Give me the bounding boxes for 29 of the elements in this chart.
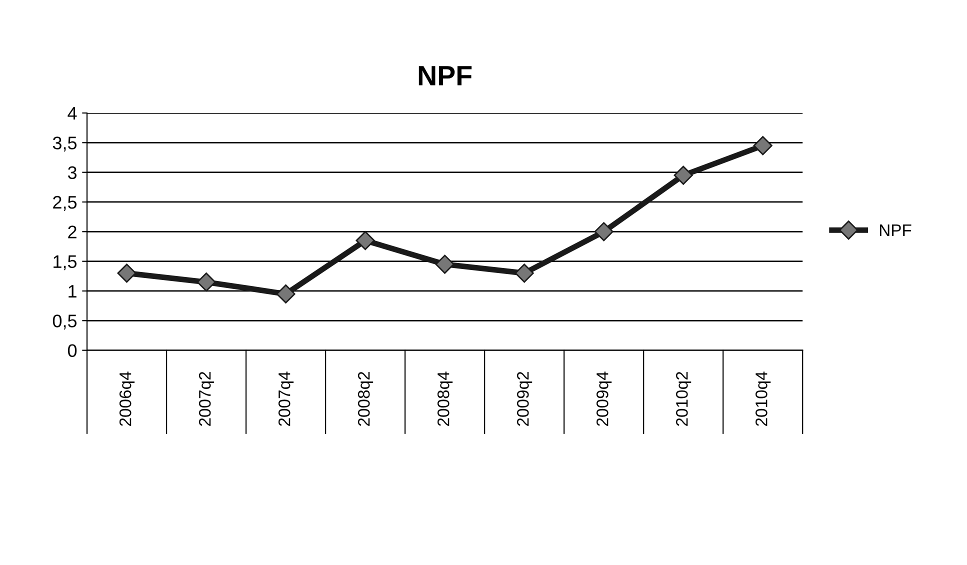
point (514, 264, 534, 283)
y-tick-label: 2,5 (53, 196, 77, 211)
x-tick-label: 2009q4 (596, 372, 612, 426)
x-tick-label: 2010q2 (676, 372, 692, 426)
legend-label: NPF (880, 224, 912, 236)
chart-title: NPF (418, 66, 472, 86)
y-tick-label: 1,5 (54, 255, 77, 270)
y-tick-label: 3,5 (52, 136, 77, 152)
point (753, 136, 772, 156)
x-tick-label: 2007q4 (278, 372, 294, 426)
y-tick-label: 1 (68, 285, 76, 298)
y-tick-label: 0 (68, 344, 77, 358)
x-tick-label: 2008q2 (358, 372, 374, 426)
point (594, 222, 614, 242)
x-tick-label: 2010q4 (756, 372, 771, 426)
point (276, 284, 296, 304)
point (674, 166, 693, 185)
point (196, 272, 216, 292)
y-tick-label: 4 (68, 107, 77, 120)
y-tick-label: 0,5 (52, 314, 77, 330)
point (435, 254, 454, 274)
x-tick-label: 2009q2 (517, 372, 532, 426)
point (356, 231, 375, 250)
point (117, 264, 136, 283)
y-tick-label: 2 (68, 226, 76, 238)
x-tick-label: 2007q2 (198, 372, 214, 426)
x-tick-label: 2008q4 (437, 372, 453, 426)
y-tick-label: 3 (68, 166, 77, 180)
x-tick-label: 2006q4 (119, 372, 135, 426)
